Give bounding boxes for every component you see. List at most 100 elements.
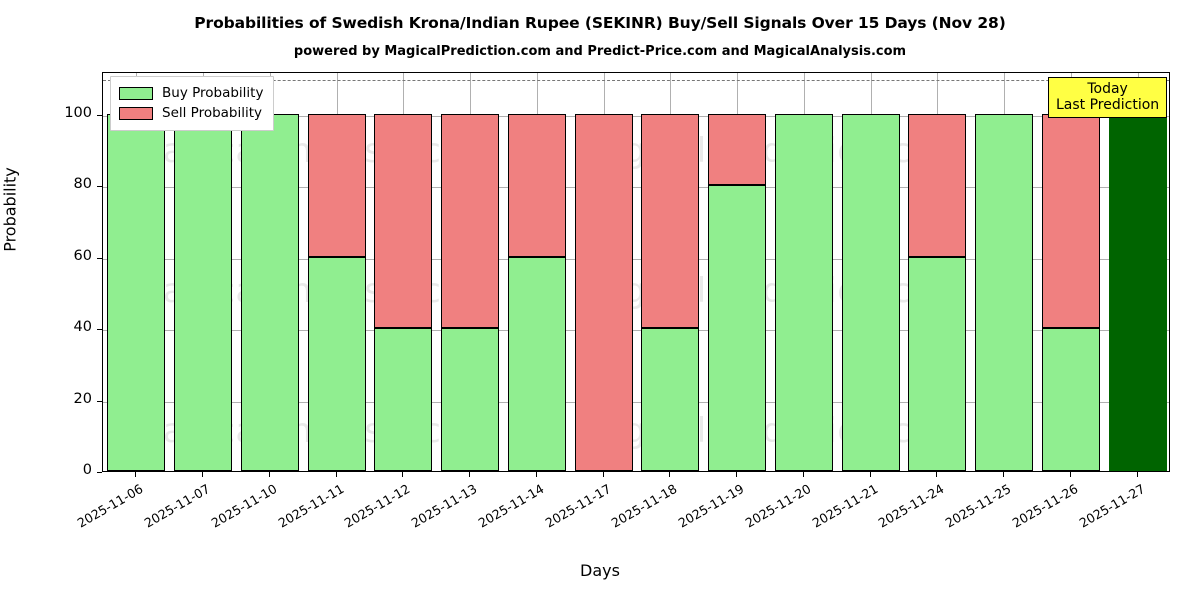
- bar-group[interactable]: [507, 73, 566, 471]
- bar-group[interactable]: [1108, 73, 1167, 471]
- x-tick-mark: [936, 472, 938, 477]
- x-tick-label: 2025-11-12: [341, 481, 413, 531]
- bar-group[interactable]: [307, 73, 366, 471]
- bar-segment-sell[interactable]: [374, 113, 433, 329]
- bar-segment-buy[interactable]: [841, 113, 900, 471]
- today-annotation: Today Last Prediction: [1048, 77, 1168, 119]
- y-tick-mark: [97, 329, 102, 331]
- bar-segment-sell[interactable]: [441, 113, 500, 329]
- bar-group[interactable]: [708, 73, 767, 471]
- bar-segment-today[interactable]: [1108, 113, 1167, 471]
- x-tick-mark: [469, 472, 471, 477]
- gridline-horizontal: [103, 330, 1169, 332]
- x-tick-label: 2025-11-06: [74, 481, 146, 531]
- bar-segment-buy[interactable]: [641, 328, 700, 471]
- bar-segment-buy[interactable]: [507, 256, 566, 471]
- x-tick-label: 2025-11-26: [1009, 481, 1081, 531]
- x-tick-mark: [535, 472, 537, 477]
- bar-segment-buy[interactable]: [1041, 328, 1100, 471]
- x-tick-mark: [402, 472, 404, 477]
- bar-segment-sell[interactable]: [574, 113, 633, 471]
- x-tick-mark: [602, 472, 604, 477]
- bar-segment-buy[interactable]: [174, 113, 233, 471]
- x-tick-label: 2025-11-07: [141, 481, 213, 531]
- x-tick-mark: [1136, 472, 1138, 477]
- gridline-horizontal: [103, 401, 1169, 403]
- bar-segment-buy[interactable]: [307, 256, 366, 471]
- today-annotation-line2: Last Prediction: [1056, 97, 1160, 114]
- x-tick-label: 2025-11-14: [475, 481, 547, 531]
- plot-area: MagicalAnalysis.comMagicalPrediction.com…: [102, 72, 1170, 472]
- bar-segment-buy[interactable]: [107, 113, 166, 471]
- y-tick-label: 0: [82, 462, 92, 478]
- x-tick-mark: [669, 472, 671, 477]
- threshold-line: [103, 80, 1169, 82]
- y-tick-label: 80: [73, 176, 92, 193]
- x-tick-mark: [736, 472, 738, 477]
- bar-group[interactable]: [174, 73, 233, 471]
- bar-segment-buy[interactable]: [908, 256, 967, 471]
- legend-swatch-sell-icon: [119, 106, 153, 120]
- y-tick-mark: [97, 114, 102, 116]
- y-tick-mark: [97, 472, 102, 474]
- legend-label-sell: Sell Probability: [162, 105, 263, 121]
- bar-segment-sell[interactable]: [708, 113, 767, 186]
- y-tick-mark: [97, 400, 102, 402]
- legend-item-sell: Sell Probability: [119, 103, 263, 123]
- y-tick-label: 60: [73, 247, 92, 264]
- x-tick-label: 2025-11-21: [809, 481, 881, 531]
- today-annotation-line1: Today: [1087, 81, 1128, 97]
- x-tick-label: 2025-11-18: [608, 481, 680, 531]
- gridline-horizontal: [103, 187, 1169, 189]
- bar-segment-buy[interactable]: [708, 185, 767, 471]
- x-tick-mark: [268, 472, 270, 477]
- bar-group[interactable]: [374, 73, 433, 471]
- x-tick-mark: [135, 472, 137, 477]
- x-tick-label: 2025-11-11: [275, 481, 347, 531]
- y-tick-mark: [97, 186, 102, 188]
- bar-segment-sell[interactable]: [507, 113, 566, 257]
- x-tick-label: 2025-11-20: [742, 481, 814, 531]
- x-tick-label: 2025-11-25: [942, 481, 1014, 531]
- chart-legend: Buy Probability Sell Probability: [110, 76, 275, 131]
- bar-group[interactable]: [107, 73, 166, 471]
- bar-segment-sell[interactable]: [641, 113, 700, 329]
- gridline-horizontal: [103, 258, 1169, 260]
- x-tick-mark: [335, 472, 337, 477]
- legend-swatch-buy-icon: [119, 86, 153, 100]
- bar-group[interactable]: [240, 73, 299, 471]
- bar-segment-sell[interactable]: [908, 113, 967, 257]
- bar-group[interactable]: [975, 73, 1034, 471]
- bar-group[interactable]: [641, 73, 700, 471]
- bar-segment-buy[interactable]: [240, 113, 299, 471]
- chart-subtitle: powered by MagicalPrediction.com and Pre…: [293, 44, 907, 59]
- bar-segment-sell[interactable]: [1041, 113, 1100, 329]
- bar-group[interactable]: [774, 73, 833, 471]
- bar-group[interactable]: [841, 73, 900, 471]
- bar-group[interactable]: [574, 73, 633, 471]
- bar-segment-sell[interactable]: [307, 113, 366, 257]
- bar-segment-buy[interactable]: [975, 113, 1034, 471]
- x-tick-mark: [869, 472, 871, 477]
- bar-group[interactable]: [1041, 73, 1100, 471]
- x-axis-label: Days: [580, 561, 620, 580]
- chart-title: Probabilities of Swedish Krona/Indian Ru…: [194, 14, 1006, 32]
- x-tick-mark: [802, 472, 804, 477]
- x-tick-label: 2025-11-10: [208, 481, 280, 531]
- bar-segment-buy[interactable]: [374, 328, 433, 471]
- gridline-horizontal: [103, 115, 1169, 117]
- bar-group[interactable]: [908, 73, 967, 471]
- legend-item-buy: Buy Probability: [119, 83, 263, 103]
- bar-segment-buy[interactable]: [774, 113, 833, 471]
- y-tick-label: 100: [64, 104, 92, 121]
- y-tick-mark: [97, 257, 102, 259]
- x-tick-mark: [1069, 472, 1071, 477]
- bar-segment-buy[interactable]: [441, 328, 500, 471]
- x-tick-label: 2025-11-24: [875, 481, 947, 531]
- y-tick-label: 20: [73, 390, 92, 407]
- x-tick-label: 2025-11-27: [1076, 481, 1148, 531]
- x-tick-label: 2025-11-13: [408, 481, 480, 531]
- y-tick-label: 40: [73, 319, 92, 336]
- bar-group[interactable]: [441, 73, 500, 471]
